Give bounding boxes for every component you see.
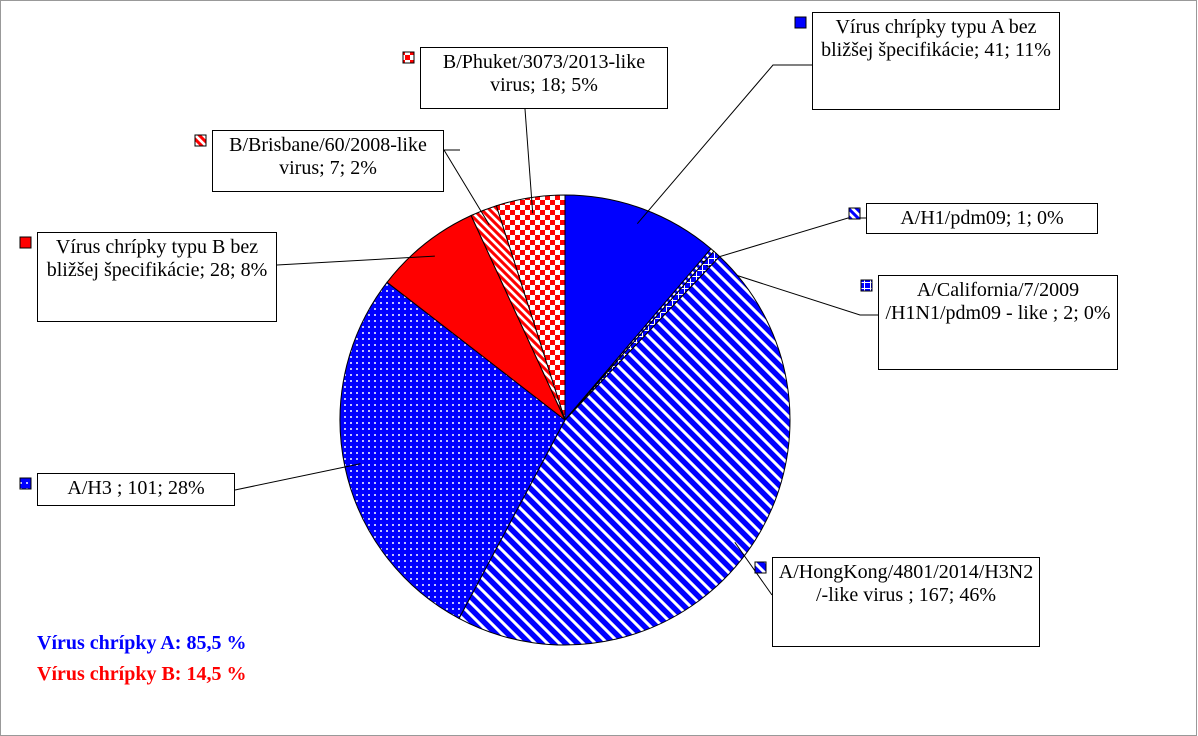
legend-key — [19, 477, 32, 490]
slice-label: A/H3 ; 101; 28% — [37, 473, 235, 506]
slice-label: B/Phuket/3073/2013-like virus; 18; 5% — [420, 47, 668, 109]
slice-label: B/Brisbane/60/2008-like virus; 7; 2% — [212, 130, 444, 192]
pie-slice — [458, 255, 791, 646]
slice-label: A/H1/pdm09; 1; 0% — [866, 203, 1098, 234]
annotation: Vírus chrípky B: 14,5 % — [37, 663, 247, 685]
leader-line — [276, 255, 435, 266]
slice-label: Vírus chrípky typu B bez bližšej špecifi… — [37, 232, 277, 322]
legend-key — [19, 236, 32, 249]
pie-slice — [564, 194, 712, 422]
legend-key — [794, 16, 807, 29]
slice-label: A/HongKong/4801/2014/H3N2/-like virus ; … — [772, 557, 1040, 647]
slice-label: Vírus chrípky typu A bez bližšej špecifi… — [812, 12, 1060, 110]
pie-slice — [386, 214, 566, 421]
legend-key — [848, 207, 861, 220]
leader-line — [443, 149, 490, 226]
legend-key — [860, 279, 873, 292]
leader-line — [234, 463, 361, 491]
leader-line — [636, 64, 812, 224]
legend-key — [194, 134, 207, 147]
annotation: Vírus chrípky A: 85,5 % — [37, 632, 247, 654]
leader-line — [524, 108, 534, 214]
leader-line — [705, 265, 878, 316]
slice-label: A/California/7/2009 /H1N1/pdm09 - like ;… — [878, 275, 1118, 370]
leader-line — [734, 541, 773, 596]
legend-key — [754, 561, 767, 574]
legend-key — [402, 51, 415, 64]
pie-slice — [495, 194, 566, 421]
